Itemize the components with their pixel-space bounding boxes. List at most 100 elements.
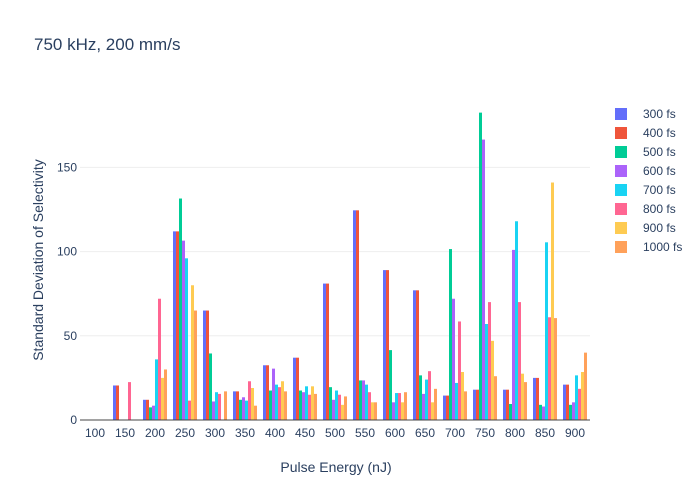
bar[interactable] xyxy=(182,240,185,420)
bar[interactable] xyxy=(386,270,389,420)
bar[interactable] xyxy=(476,389,479,420)
bar[interactable] xyxy=(269,390,272,420)
bar[interactable] xyxy=(488,302,491,420)
bar[interactable] xyxy=(482,139,485,420)
bar[interactable] xyxy=(464,391,467,420)
bar[interactable] xyxy=(113,385,116,420)
bar[interactable] xyxy=(443,395,446,420)
bar[interactable] xyxy=(338,394,341,420)
bar[interactable] xyxy=(362,380,365,420)
legend-item[interactable]: 800 fs xyxy=(615,202,676,216)
bar[interactable] xyxy=(392,402,395,420)
bar[interactable] xyxy=(413,290,416,420)
bar[interactable] xyxy=(215,392,218,420)
legend-item[interactable]: 600 fs xyxy=(615,164,676,178)
bar[interactable] xyxy=(572,402,575,420)
bar[interactable] xyxy=(545,242,548,420)
bar[interactable] xyxy=(185,258,188,420)
bar[interactable] xyxy=(173,231,176,420)
bar[interactable] xyxy=(458,321,461,420)
bar[interactable] xyxy=(359,380,362,420)
bar[interactable] xyxy=(194,310,197,420)
bar[interactable] xyxy=(224,391,227,420)
bar[interactable] xyxy=(395,393,398,420)
bar[interactable] xyxy=(383,270,386,420)
bar[interactable] xyxy=(515,221,518,420)
bar[interactable] xyxy=(218,393,221,420)
bar[interactable] xyxy=(278,387,281,420)
bar[interactable] xyxy=(401,402,404,420)
legend[interactable]: 300 fs 400 fs 500 fs 600 fs 700 fs 800 fs 900 … xyxy=(615,107,682,254)
legend-item[interactable]: 900 fs xyxy=(615,221,676,235)
bar[interactable] xyxy=(356,210,359,420)
bar[interactable] xyxy=(314,393,317,420)
bar[interactable] xyxy=(554,318,557,420)
bar[interactable] xyxy=(302,392,305,420)
bar[interactable] xyxy=(335,390,338,420)
bar[interactable] xyxy=(191,285,194,420)
bar[interactable] xyxy=(206,310,209,420)
bar[interactable] xyxy=(311,386,314,420)
bar[interactable] xyxy=(332,399,335,420)
legend-item[interactable]: 500 fs xyxy=(615,145,676,159)
bar[interactable] xyxy=(158,298,161,420)
bar[interactable] xyxy=(428,371,431,420)
legend-item[interactable]: 700 fs xyxy=(615,183,676,197)
bar[interactable] xyxy=(485,324,488,420)
bar[interactable] xyxy=(434,388,437,420)
bar[interactable] xyxy=(551,182,554,420)
bar[interactable] xyxy=(164,369,167,420)
bar[interactable] xyxy=(254,405,257,420)
bar[interactable] xyxy=(242,397,245,420)
bar[interactable] xyxy=(452,298,455,420)
bar[interactable] xyxy=(353,210,356,420)
bar[interactable] xyxy=(203,310,206,420)
bar[interactable] xyxy=(446,395,449,420)
bar[interactable] xyxy=(542,406,545,420)
bar[interactable] xyxy=(299,390,302,420)
bar[interactable] xyxy=(479,112,482,420)
bar[interactable] xyxy=(212,401,215,420)
bar[interactable] xyxy=(239,399,242,420)
bar[interactable] xyxy=(281,381,284,420)
bar[interactable] xyxy=(569,404,572,420)
bar[interactable] xyxy=(263,365,266,420)
bar[interactable] xyxy=(419,375,422,420)
bar[interactable] xyxy=(581,372,584,420)
bar[interactable] xyxy=(431,402,434,420)
bar[interactable] xyxy=(233,391,236,420)
bar[interactable] xyxy=(422,393,425,420)
bar[interactable] xyxy=(251,388,254,420)
bar[interactable] xyxy=(296,357,299,420)
bar[interactable] xyxy=(236,391,239,420)
bar[interactable] xyxy=(149,407,152,420)
bar[interactable] xyxy=(518,302,521,420)
bar[interactable] xyxy=(416,290,419,420)
bar[interactable] xyxy=(473,389,476,420)
bar[interactable] xyxy=(293,357,296,420)
bar[interactable] xyxy=(188,400,191,420)
bar[interactable] xyxy=(329,387,332,420)
legend-item[interactable]: 300 fs xyxy=(615,107,676,121)
bar[interactable] xyxy=(533,377,536,420)
bar[interactable] xyxy=(152,405,155,420)
bar[interactable] xyxy=(365,384,368,420)
bar[interactable] xyxy=(209,353,212,420)
bar[interactable] xyxy=(128,382,131,420)
bar[interactable] xyxy=(575,375,578,420)
bar[interactable] xyxy=(491,340,494,420)
bar[interactable] xyxy=(506,389,509,420)
bar[interactable] xyxy=(584,352,587,420)
bar[interactable] xyxy=(155,359,158,420)
bar[interactable] xyxy=(248,381,251,420)
bar[interactable] xyxy=(272,368,275,420)
bar[interactable] xyxy=(461,372,464,420)
bar[interactable] xyxy=(449,249,452,420)
bar[interactable] xyxy=(116,385,119,420)
bar[interactable] xyxy=(509,404,512,420)
bar[interactable] xyxy=(266,365,269,420)
bar[interactable] xyxy=(539,404,542,420)
bar[interactable] xyxy=(494,376,497,420)
bar[interactable] xyxy=(245,400,248,420)
bar[interactable] xyxy=(371,402,374,420)
